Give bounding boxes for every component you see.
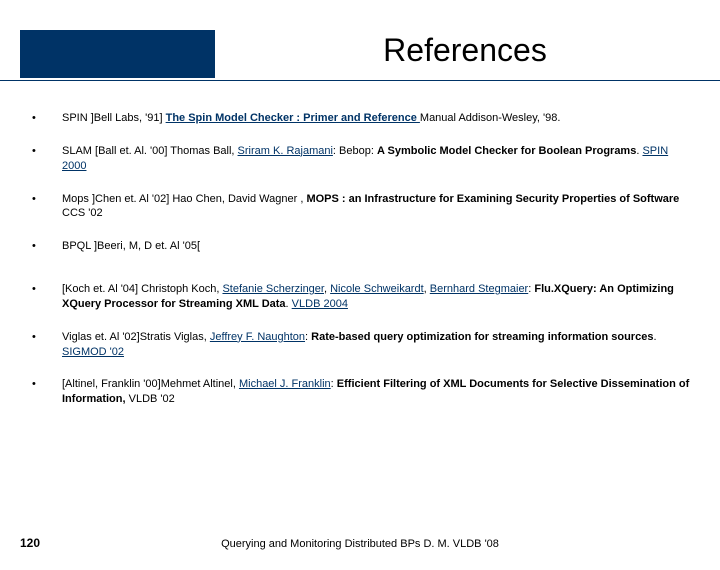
bullet: • [30,282,62,297]
reference-text: SPIN ]Bell Labs, '91] The Spin Model Che… [62,111,690,126]
bullet: • [30,144,62,159]
reference-text: Viglas et. Al '02]Stratis Viglas, Jeffre… [62,330,690,360]
reference-link[interactable]: VLDB 2004 [292,298,348,310]
reference-text: SLAM [Ball et. Al. '00] Thomas Ball, Sri… [62,144,690,174]
reference-link[interactable]: Stefanie Scherzinger [222,283,324,295]
bullet: • [30,239,62,254]
references-content: • SPIN ]Bell Labs, '91] The Spin Model C… [0,81,720,407]
bullet: • [30,192,62,207]
title-bar: References [0,30,720,81]
list-item: • SLAM [Ball et. Al. '00] Thomas Ball, S… [30,144,690,174]
reference-text: [Koch et. Al '04] Christoph Koch, Stefan… [62,282,690,312]
page-title: References [230,32,700,69]
references-list: • SPIN ]Bell Labs, '91] The Spin Model C… [30,111,690,407]
reference-text: Mops ]Chen et. Al '02] Hao Chen, David W… [62,192,690,222]
reference-text: BPQL ]Beeri, M, D et. Al '05[ [62,239,690,254]
reference-link[interactable]: SIGMOD '02 [62,346,124,358]
title-accent-box [20,30,215,78]
reference-link[interactable]: Jeffrey F. Naughton [210,331,305,343]
bullet: • [30,330,62,345]
reference-link[interactable]: Nicole Schweikardt [330,283,424,295]
list-item: • Viglas et. Al '02]Stratis Viglas, Jeff… [30,330,690,360]
list-item: • BPQL ]Beeri, M, D et. Al '05[ [30,239,690,254]
bullet: • [30,111,62,126]
bullet: • [30,377,62,392]
list-item: • SPIN ]Bell Labs, '91] The Spin Model C… [30,111,690,126]
reference-link[interactable]: Sriram K. Rajamani [238,145,333,157]
list-item: • [Koch et. Al '04] Christoph Koch, Stef… [30,282,690,312]
list-item: • [Altinel, Franklin '00]Mehmet Altinel,… [30,377,690,407]
reference-text: [Altinel, Franklin '00]Mehmet Altinel, M… [62,377,690,407]
reference-link[interactable]: The Spin Model Checker : Primer and Refe… [166,112,420,124]
reference-link[interactable]: Bernhard Stegmaier [430,283,528,295]
list-item: • Mops ]Chen et. Al '02] Hao Chen, David… [30,192,690,222]
reference-link[interactable]: Michael J. Franklin [239,378,331,390]
